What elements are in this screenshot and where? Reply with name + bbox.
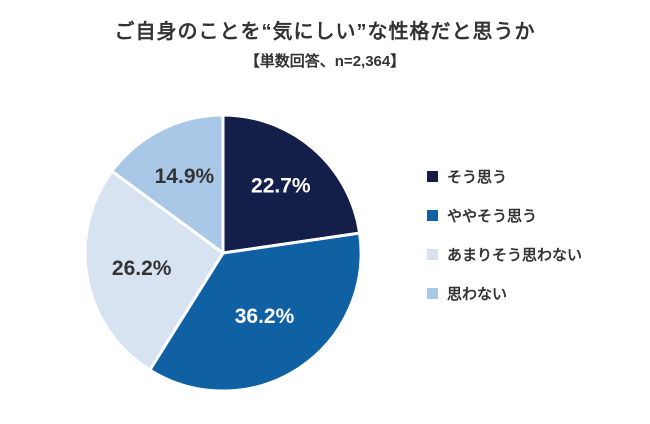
legend-swatch-icon [427, 210, 438, 221]
chart-title: ご自身のことを“気にしい”な性格だと思うか [114, 21, 536, 43]
legend-item-1: ややそう思う [427, 196, 582, 235]
pie-label-0: 22.7% [251, 175, 311, 198]
pie-slice-2 [83, 169, 225, 372]
legend-swatch-icon [427, 249, 438, 260]
pie-slice-0 [221, 113, 362, 255]
legend: そう思うややそう思うあまりそう思わない 思わない [427, 157, 582, 313]
pie-slice-1 [148, 231, 363, 393]
legend-label: ややそう思う [447, 208, 538, 225]
pie-label-2: 26.2% [112, 257, 172, 280]
pie-label-3: 14.9% [155, 165, 215, 188]
chart-subtitle: 【単数回答、n=2,364】 [244, 53, 406, 70]
legend-item-0: そう思う [427, 157, 582, 196]
legend-label: 思わない [447, 286, 508, 303]
legend-swatch-icon [427, 288, 438, 299]
legend-label: あまりそう思わない [447, 247, 583, 264]
pie-slice-3 [110, 113, 225, 255]
legend-item-2: あまりそう思わない [427, 235, 582, 274]
pie-label-1: 36.2% [235, 305, 295, 328]
legend-label: そう思う [447, 169, 508, 186]
legend-item-3: 思わない [427, 274, 582, 313]
legend-swatch-icon [427, 171, 438, 182]
